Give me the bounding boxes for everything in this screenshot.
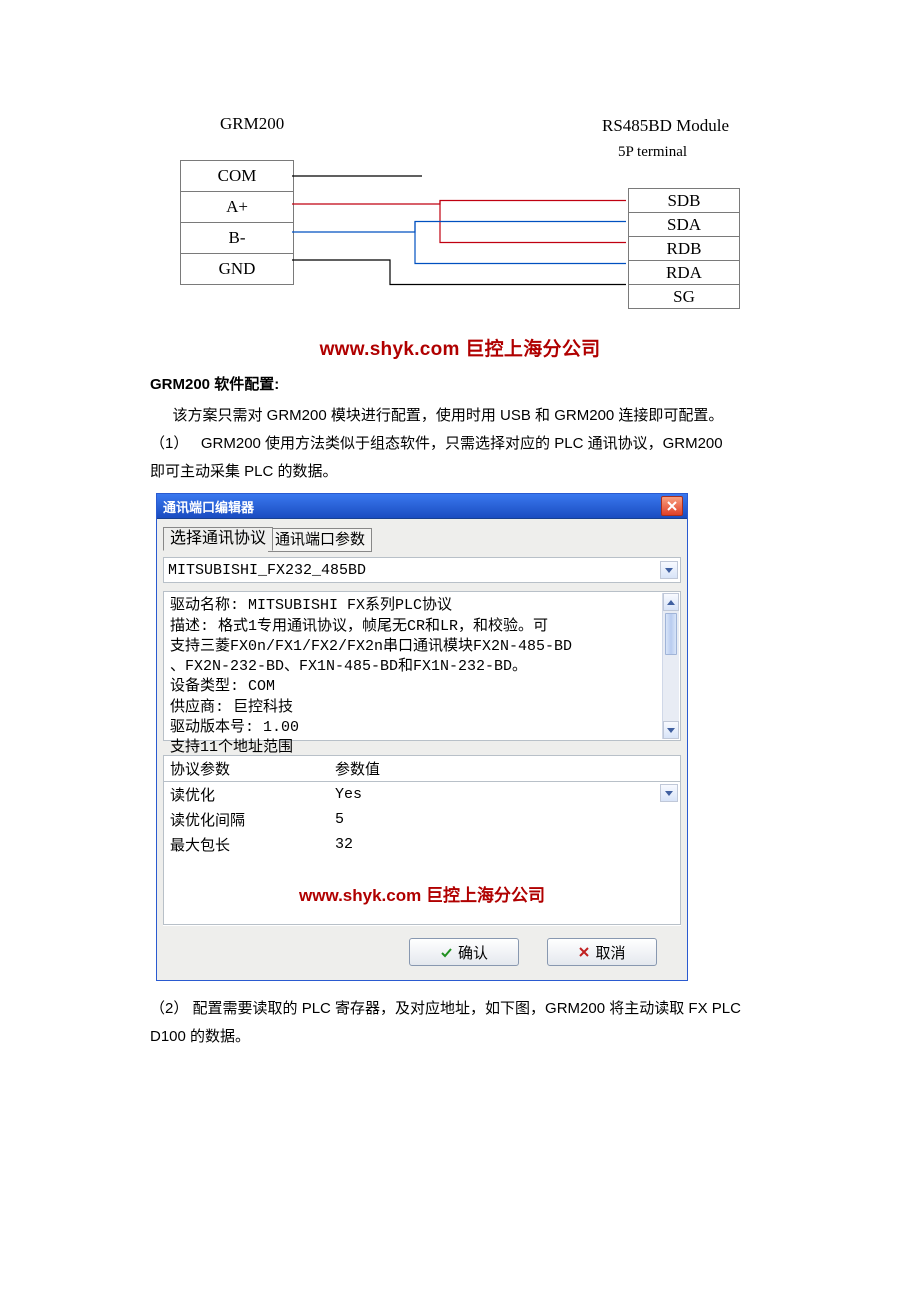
wiring-diagram: GRM200 RS485BD Module 5P terminal COMA+B… [180, 100, 740, 340]
tab-select-protocol[interactable]: 选择通讯协议 [163, 527, 273, 551]
close-button[interactable] [661, 496, 683, 516]
check-icon [440, 946, 453, 959]
param-name: 读优化间隔 [164, 807, 329, 832]
cancel-button[interactable]: 取消 [547, 938, 657, 966]
wire-svg [180, 100, 740, 320]
dropdown-icon[interactable] [660, 784, 678, 802]
para-2-line1: （1） GRM200 使用方法类似于组态软件，只需选择对应的 PLC 通讯协议，… [150, 430, 770, 458]
tab-port-params[interactable]: 通讯端口参数 [268, 528, 372, 552]
close-icon [667, 501, 677, 511]
param-value[interactable]: 5 [329, 807, 681, 832]
info-line: 驱动版本号: 1.00 [170, 718, 658, 738]
scroll-thumb[interactable] [665, 613, 677, 655]
param-row: 最大包长32 [164, 832, 681, 858]
param-value[interactable]: Yes [329, 782, 681, 808]
protocol-editor-dialog: 通讯端口编辑器 选择通讯协议 通讯端口参数 MITSUBISHI_FX232_4… [156, 493, 688, 981]
param-row: 读优化间隔5 [164, 807, 681, 832]
param-name: 读优化 [164, 782, 329, 808]
info-line: 驱动名称: MITSUBISHI FX系列PLC协议 [170, 596, 658, 616]
param-value[interactable]: 32 [329, 832, 681, 858]
scroll-down-icon[interactable] [663, 721, 679, 739]
info-line: 供应商: 巨控科技 [170, 698, 658, 718]
dialog-button-row: 确认 取消 [163, 925, 681, 974]
dialog-titlebar: 通讯端口编辑器 [157, 494, 687, 519]
param-table: 协议参数 参数值 读优化Yes读优化间隔5最大包长32 [163, 755, 681, 858]
param-name: 最大包长 [164, 832, 329, 858]
protocol-info-box: 驱动名称: MITSUBISHI FX系列PLC协议描述: 格式1专用通讯协议，… [163, 591, 681, 741]
para-1: 该方案只需对 GRM200 模块进行配置，使用时用 USB 和 GRM200 连… [150, 402, 770, 430]
protocol-combo-value: MITSUBISHI_FX232_485BD [168, 562, 366, 579]
para-3-line2: D100 的数据。 [150, 1023, 770, 1051]
dialog-title: 通讯端口编辑器 [161, 497, 254, 516]
info-line: 支持11个地址范围 [170, 738, 658, 758]
ok-button[interactable]: 确认 [409, 938, 519, 966]
para-3-line1: （2） 配置需要读取的 PLC 寄存器，及对应地址，如下图，GRM200 将主动… [150, 995, 770, 1023]
info-line: 设备类型: COM [170, 677, 658, 697]
dialog-watermark: www.shyk.com 巨控上海分公司 [163, 857, 681, 925]
protocol-combo[interactable]: MITSUBISHI_FX232_485BD [163, 557, 681, 583]
scrollbar[interactable] [662, 593, 679, 739]
info-line: 描述: 格式1专用通讯协议，帧尾无CR和LR，和校验。可 [170, 617, 658, 637]
info-line: 支持三菱FX0n/FX1/FX2/FX2n串口通讯模块FX2N-485-BD [170, 637, 658, 657]
info-line: 、FX2N-232-BD、FX1N-485-BD和FX1N-232-BD。 [170, 657, 658, 677]
x-icon [578, 946, 590, 958]
tab-row: 选择通讯协议 通讯端口参数 [163, 525, 681, 551]
dropdown-icon[interactable] [660, 561, 678, 579]
para-2-line2: 即可主动采集 PLC 的数据。 [150, 458, 770, 486]
config-heading: GRM200 软件配置: [150, 373, 770, 394]
scroll-up-icon[interactable] [663, 593, 679, 611]
param-row: 读优化Yes [164, 782, 681, 808]
